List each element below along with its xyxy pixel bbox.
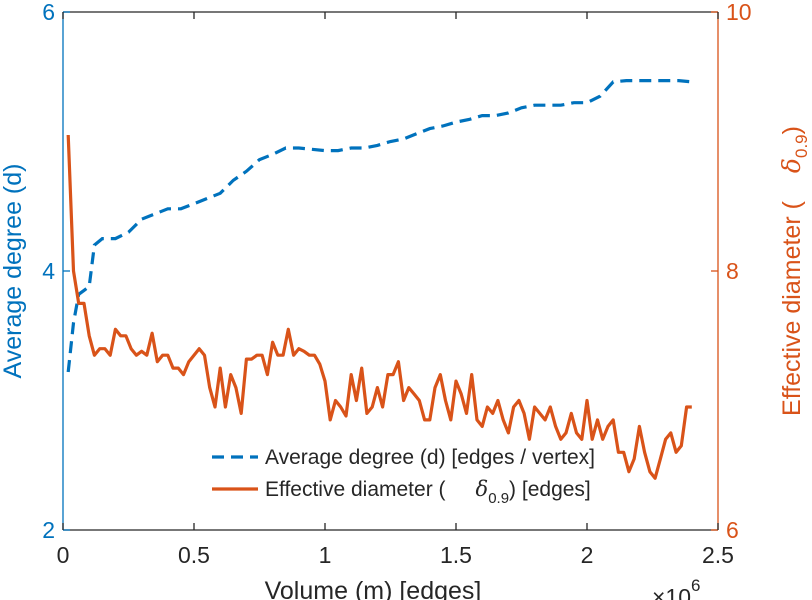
x-tick-label: 0: [57, 542, 70, 568]
legend-diameter-close: ) [edges]: [509, 478, 591, 501]
x-tick-label: 2: [581, 542, 594, 568]
x-axis-label: Volume (m) [edges]: [265, 577, 482, 600]
legend-label-average-degree: Average degree (d) [edges / vertex]: [265, 446, 595, 469]
series-average-degree-line: [66, 79, 692, 373]
legend-diameter-subscript: 0.9: [488, 490, 509, 507]
series-effective-diameter-line: [66, 134, 692, 480]
right-tick-label: 8: [726, 258, 739, 284]
x-tick-label: 0.5: [178, 542, 210, 568]
right-tick-label: 10: [726, 0, 752, 25]
right-axis-label: Effective diameter ( δ0.9): [777, 126, 811, 416]
right-axis-label-main: Effective diameter (: [778, 200, 806, 416]
x-exponent-power: 6: [691, 576, 700, 595]
legend-diameter-symbol: δ: [476, 477, 489, 501]
legend: Average degree (d) [edges / vertex] Effe…: [212, 446, 595, 507]
right-tick-label: 6: [726, 517, 739, 543]
legend-label-effective-diameter: Effective diameter ( δ0.9) [edges]: [265, 477, 591, 507]
left-tick-label: 6: [42, 0, 55, 25]
x-tick-label: 1.5: [440, 542, 472, 568]
x-tick-label: 2.5: [702, 542, 734, 568]
left-axis-label: Average degree (d): [0, 164, 27, 379]
left-axis-ticks: 2 4 6: [42, 0, 70, 543]
right-axis-label-symbol: δ: [777, 158, 806, 173]
x-axis-exponent: ×106: [652, 576, 700, 600]
legend-diameter-main: Effective diameter (: [265, 478, 446, 501]
right-axis-label-close: ): [778, 126, 806, 134]
right-axis-label-subscript: 0.9: [792, 134, 811, 158]
left-tick-label: 4: [42, 258, 55, 284]
x-exponent-base: ×10: [652, 584, 691, 600]
x-axis-ticks: 0 0.5 1 1.5 2 2.5: [57, 12, 734, 568]
left-tick-label: 2: [42, 517, 55, 543]
x-tick-label: 1: [319, 542, 332, 568]
right-axis-ticks: 6 8 10: [711, 0, 752, 543]
